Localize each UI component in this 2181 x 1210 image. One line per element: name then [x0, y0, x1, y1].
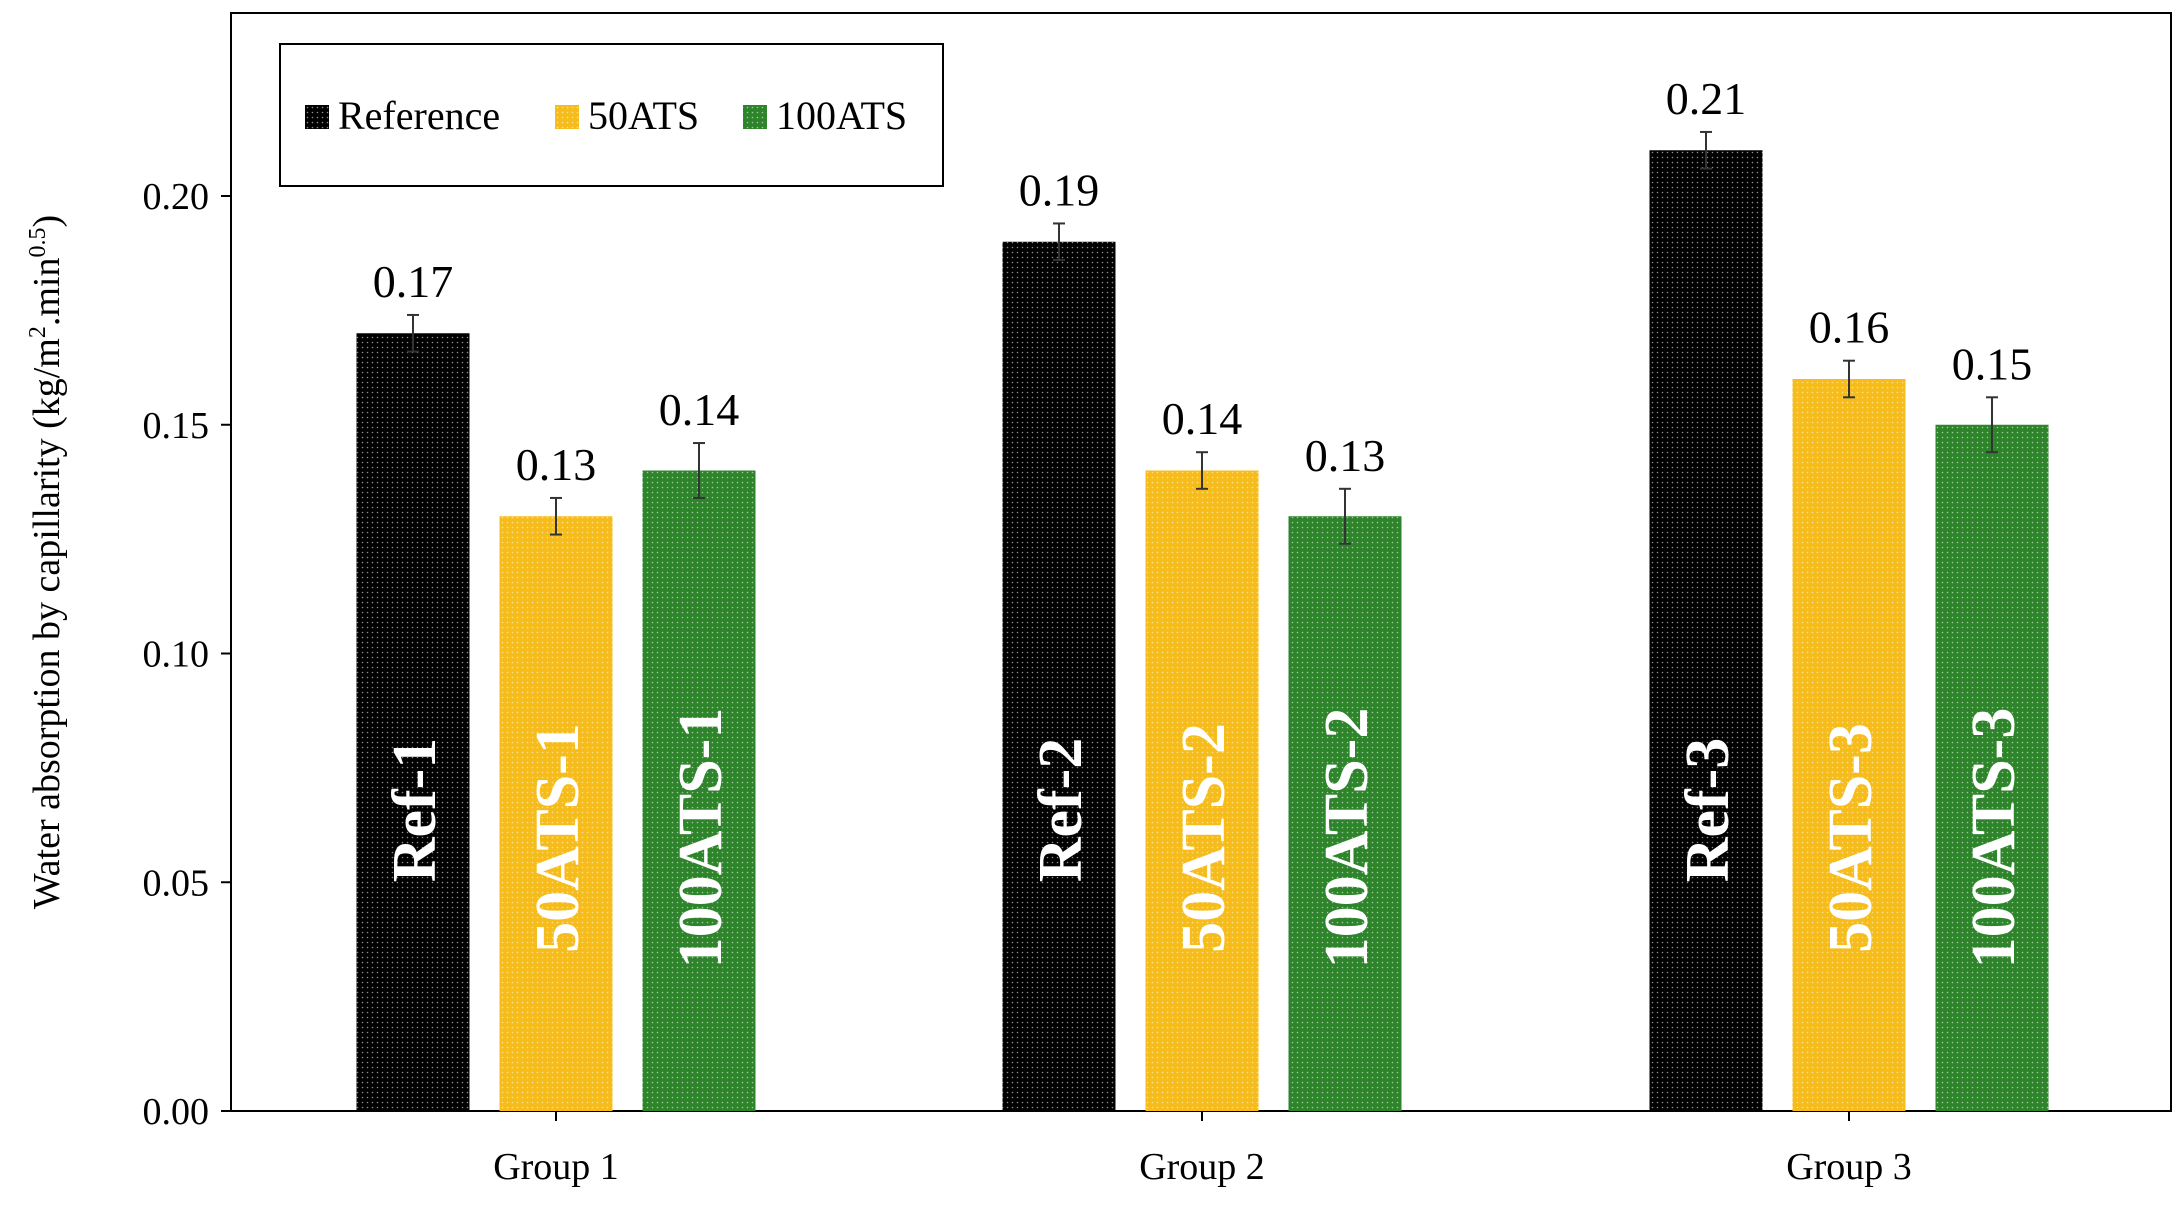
x-tick-label: Group 2: [1139, 1146, 1265, 1188]
bar-texture: [1792, 379, 1906, 1111]
data-label: 0.13: [516, 439, 597, 490]
x-axis: Group 1 Group 2 Group 3: [493, 1111, 1912, 1188]
y-tick-label: 0.15: [143, 405, 210, 447]
legend-label: 50ATS: [588, 93, 699, 138]
y-tick-label: 0.05: [143, 862, 210, 904]
bar-texture: [1002, 241, 1116, 1111]
bar-label: 50ATS-3: [1817, 723, 1885, 953]
bar-texture: [1935, 424, 2049, 1111]
legend-label: Reference: [338, 93, 500, 138]
legend-label: 100ATS: [776, 93, 907, 138]
data-label: 0.14: [659, 384, 740, 435]
data-label: 0.14: [1162, 393, 1243, 444]
bar-texture: [499, 516, 613, 1111]
x-tick-label: Group 3: [1786, 1146, 1912, 1188]
bar-label: 50ATS-2: [1170, 723, 1238, 953]
data-label: 0.17: [373, 256, 454, 307]
bar-label: 100ATS-3: [1960, 708, 2028, 969]
bar-label: Ref-3: [1674, 738, 1742, 883]
bar-texture: [356, 333, 470, 1111]
legend-swatch-texture: [743, 105, 767, 129]
bar-label: 100ATS-2: [1313, 708, 1381, 969]
data-label: 0.13: [1305, 430, 1386, 481]
bar-label: 50ATS-1: [524, 723, 592, 953]
x-tick-label: Group 1: [493, 1146, 619, 1188]
bar-texture: [1649, 150, 1763, 1111]
y-tick-label: 0.10: [143, 634, 210, 676]
bar-texture: [642, 470, 756, 1111]
y-tick-label: 0.00: [143, 1091, 210, 1133]
y-axis-label: Water absorption by capillarity (kg/m2.m…: [25, 215, 68, 909]
legend-swatch-texture: [555, 105, 579, 129]
bar-label: 100ATS-1: [667, 708, 735, 969]
data-label: 0.16: [1809, 302, 1890, 353]
data-label: 0.15: [1952, 338, 2033, 389]
legend-swatch-texture: [305, 105, 329, 129]
data-label: 0.19: [1019, 164, 1100, 215]
y-tick-label: 0.20: [143, 176, 210, 218]
data-label: 0.21: [1666, 73, 1747, 124]
bar-label: Ref-2: [1027, 738, 1095, 883]
bar-texture: [1288, 516, 1402, 1111]
bar-label: Ref-1: [381, 738, 449, 883]
legend: Reference 50ATS 100ATS: [279, 43, 944, 187]
legend-frame: [279, 43, 944, 187]
bar-texture: [1145, 470, 1259, 1111]
bars-layer: 0.17 Ref-1 0.13 50ATS-1 0.14 100ATS-1 0.19 Ref-…: [356, 73, 2049, 1111]
y-axis: 0.00 0.05 0.10 0.15 0.20: [143, 176, 231, 1133]
